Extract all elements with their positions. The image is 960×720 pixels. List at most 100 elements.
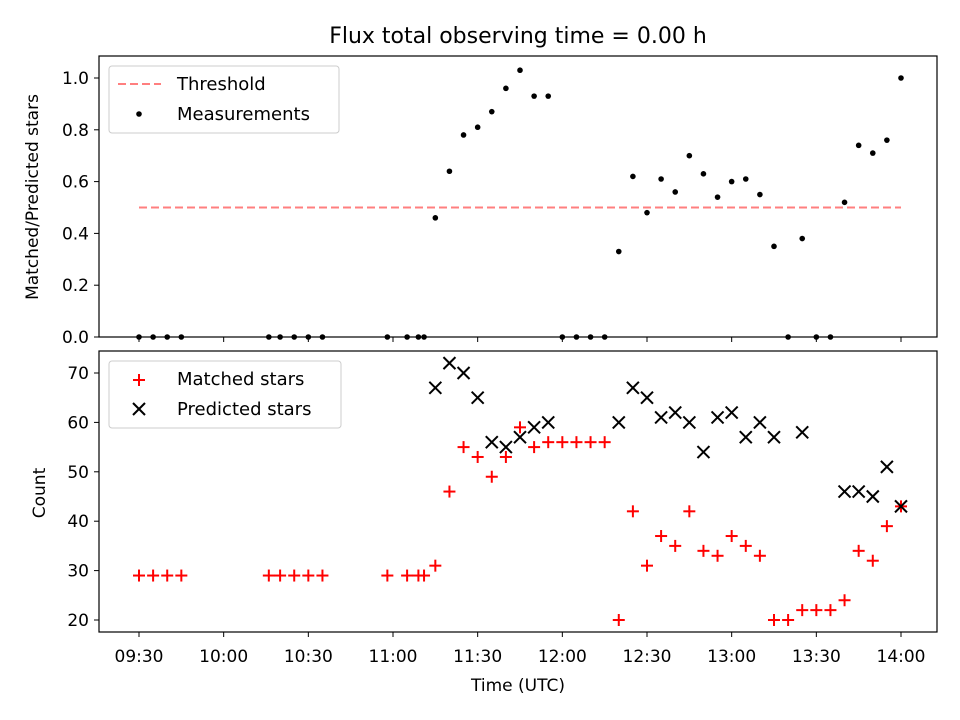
matched-star-marker — [753, 549, 766, 562]
x-tick-label: 13:30 — [792, 647, 841, 667]
predicted-star-marker — [682, 415, 697, 430]
x-tick-label: 14:00 — [877, 647, 926, 667]
matched-star-marker — [133, 569, 145, 582]
matched-star-marker — [262, 569, 275, 582]
matched-star-marker — [796, 604, 809, 617]
matched-star-marker — [316, 569, 329, 582]
matched-star-marker — [147, 569, 160, 582]
matched-star-marker — [810, 604, 823, 617]
x-tick-label: 11:30 — [453, 647, 502, 667]
measurement-point — [531, 93, 537, 99]
matched-star-marker — [274, 569, 287, 582]
matched-star-marker — [175, 569, 188, 582]
matched-star-marker — [838, 594, 851, 607]
x-tick-label: 12:30 — [623, 647, 672, 667]
matched-star-marker — [852, 544, 865, 557]
predicted-star-marker — [767, 430, 781, 444]
measurement-point — [460, 132, 467, 138]
measurement-point — [488, 108, 495, 115]
bottom-axes-frame — [98, 350, 938, 633]
legend-matched-label: Matched stars — [177, 369, 304, 390]
matched-star-marker — [669, 539, 682, 552]
bottom-y-tick-label: 30 — [67, 562, 89, 582]
matched-star-marker — [528, 441, 541, 454]
bottom-legend: Matched stars Predicted stars — [108, 360, 342, 429]
matched-star-marker — [457, 441, 470, 454]
matched-star-marker — [429, 559, 442, 572]
top-y-tick-label: 1.0 — [62, 69, 89, 89]
x-tick-label: 10:30 — [284, 647, 333, 667]
matched-star-marker — [598, 436, 611, 449]
x-tick-label: 09:30 — [115, 647, 164, 667]
matched-star-marker — [570, 436, 583, 449]
predicted-star-marker — [470, 390, 485, 405]
measurement-point — [700, 171, 707, 177]
legend-predicted-label: Predicted stars — [177, 399, 311, 420]
matched-star-marker — [612, 614, 625, 626]
predicted-star-marker — [724, 405, 739, 420]
matched-star-marker — [471, 450, 484, 463]
bottom-x-ticks: 09:30 10:00 10:30 11:00 11:30 12:00 12:30 13:00… — [115, 632, 926, 667]
top-y-axis-label: Matched/Predicted stars — [23, 94, 43, 300]
matched-star-marker — [824, 604, 837, 617]
predicted-star-marker — [499, 440, 513, 454]
predicted-star-marker — [485, 435, 499, 449]
predicted-star-marker — [527, 420, 541, 435]
bottom-y-axis-label: Count — [30, 467, 50, 518]
matched-star-marker — [401, 569, 414, 582]
matched-star-marker — [725, 530, 738, 543]
top-panel: Flux total observing time = 0.00 h 0.00.… — [23, 24, 938, 348]
top-y-tick-label: 0.2 — [62, 276, 89, 296]
top-x-ticks — [138, 337, 902, 342]
matched-star-marker — [584, 436, 597, 449]
bottom-y-tick-label: 40 — [67, 512, 89, 532]
bottom-y-tick-label: 20 — [67, 611, 89, 631]
matched-star-marker — [880, 520, 893, 533]
predicted-star-marker — [640, 390, 654, 405]
matched-star-marker — [443, 485, 456, 498]
matched-star-marker — [418, 569, 431, 582]
matched-star-marker — [161, 569, 174, 582]
measurement-point — [432, 215, 439, 221]
measurement-point — [799, 235, 806, 242]
measurement-point — [841, 199, 848, 206]
x-tick-label: 10:00 — [199, 647, 248, 667]
measurement-point — [615, 248, 622, 255]
predicted-star-marker — [654, 410, 668, 425]
predicted-star-marker — [626, 381, 640, 395]
predicted-star-marker — [442, 356, 457, 370]
measurement-point — [757, 191, 763, 198]
matched-star-marker — [626, 505, 639, 518]
matched-star-marker — [542, 436, 555, 449]
matched-star-marker — [655, 530, 668, 543]
measurement-point — [869, 150, 876, 156]
measurement-point — [503, 85, 509, 92]
top-y-tick-label: 0.8 — [62, 121, 89, 141]
bottom-plot-area — [133, 356, 908, 626]
measurement-point — [855, 142, 862, 149]
matched-star-marker — [514, 421, 526, 434]
top-y-tick-label: 0.6 — [62, 173, 89, 193]
predicted-star-marker — [753, 415, 767, 430]
measurement-point — [672, 189, 679, 195]
predicted-star-marker — [612, 415, 626, 430]
bottom-y-ticks: 20 30 40 50 60 70 — [67, 364, 99, 631]
matched-star-marker — [499, 450, 512, 463]
bottom-y-tick-label: 50 — [67, 463, 89, 483]
measurement-point — [771, 243, 777, 250]
measurement-point — [658, 176, 664, 182]
measurement-point — [884, 137, 890, 143]
top-y-tick-label: 0.0 — [62, 328, 89, 348]
matched-star-marker — [782, 614, 795, 626]
x-tick-label: 12:00 — [538, 647, 587, 667]
predicted-star-marker — [851, 484, 866, 499]
bottom-y-tick-label: 60 — [67, 413, 89, 433]
predicted-star-marker — [837, 484, 852, 499]
predicted-star-marker — [795, 425, 809, 439]
predicted-star-marker — [894, 499, 908, 514]
predicted-star-marker — [696, 445, 711, 459]
top-axes-frame — [98, 55, 938, 338]
matched-legend-swatch — [133, 374, 145, 386]
predicted-star-marker — [739, 430, 753, 444]
